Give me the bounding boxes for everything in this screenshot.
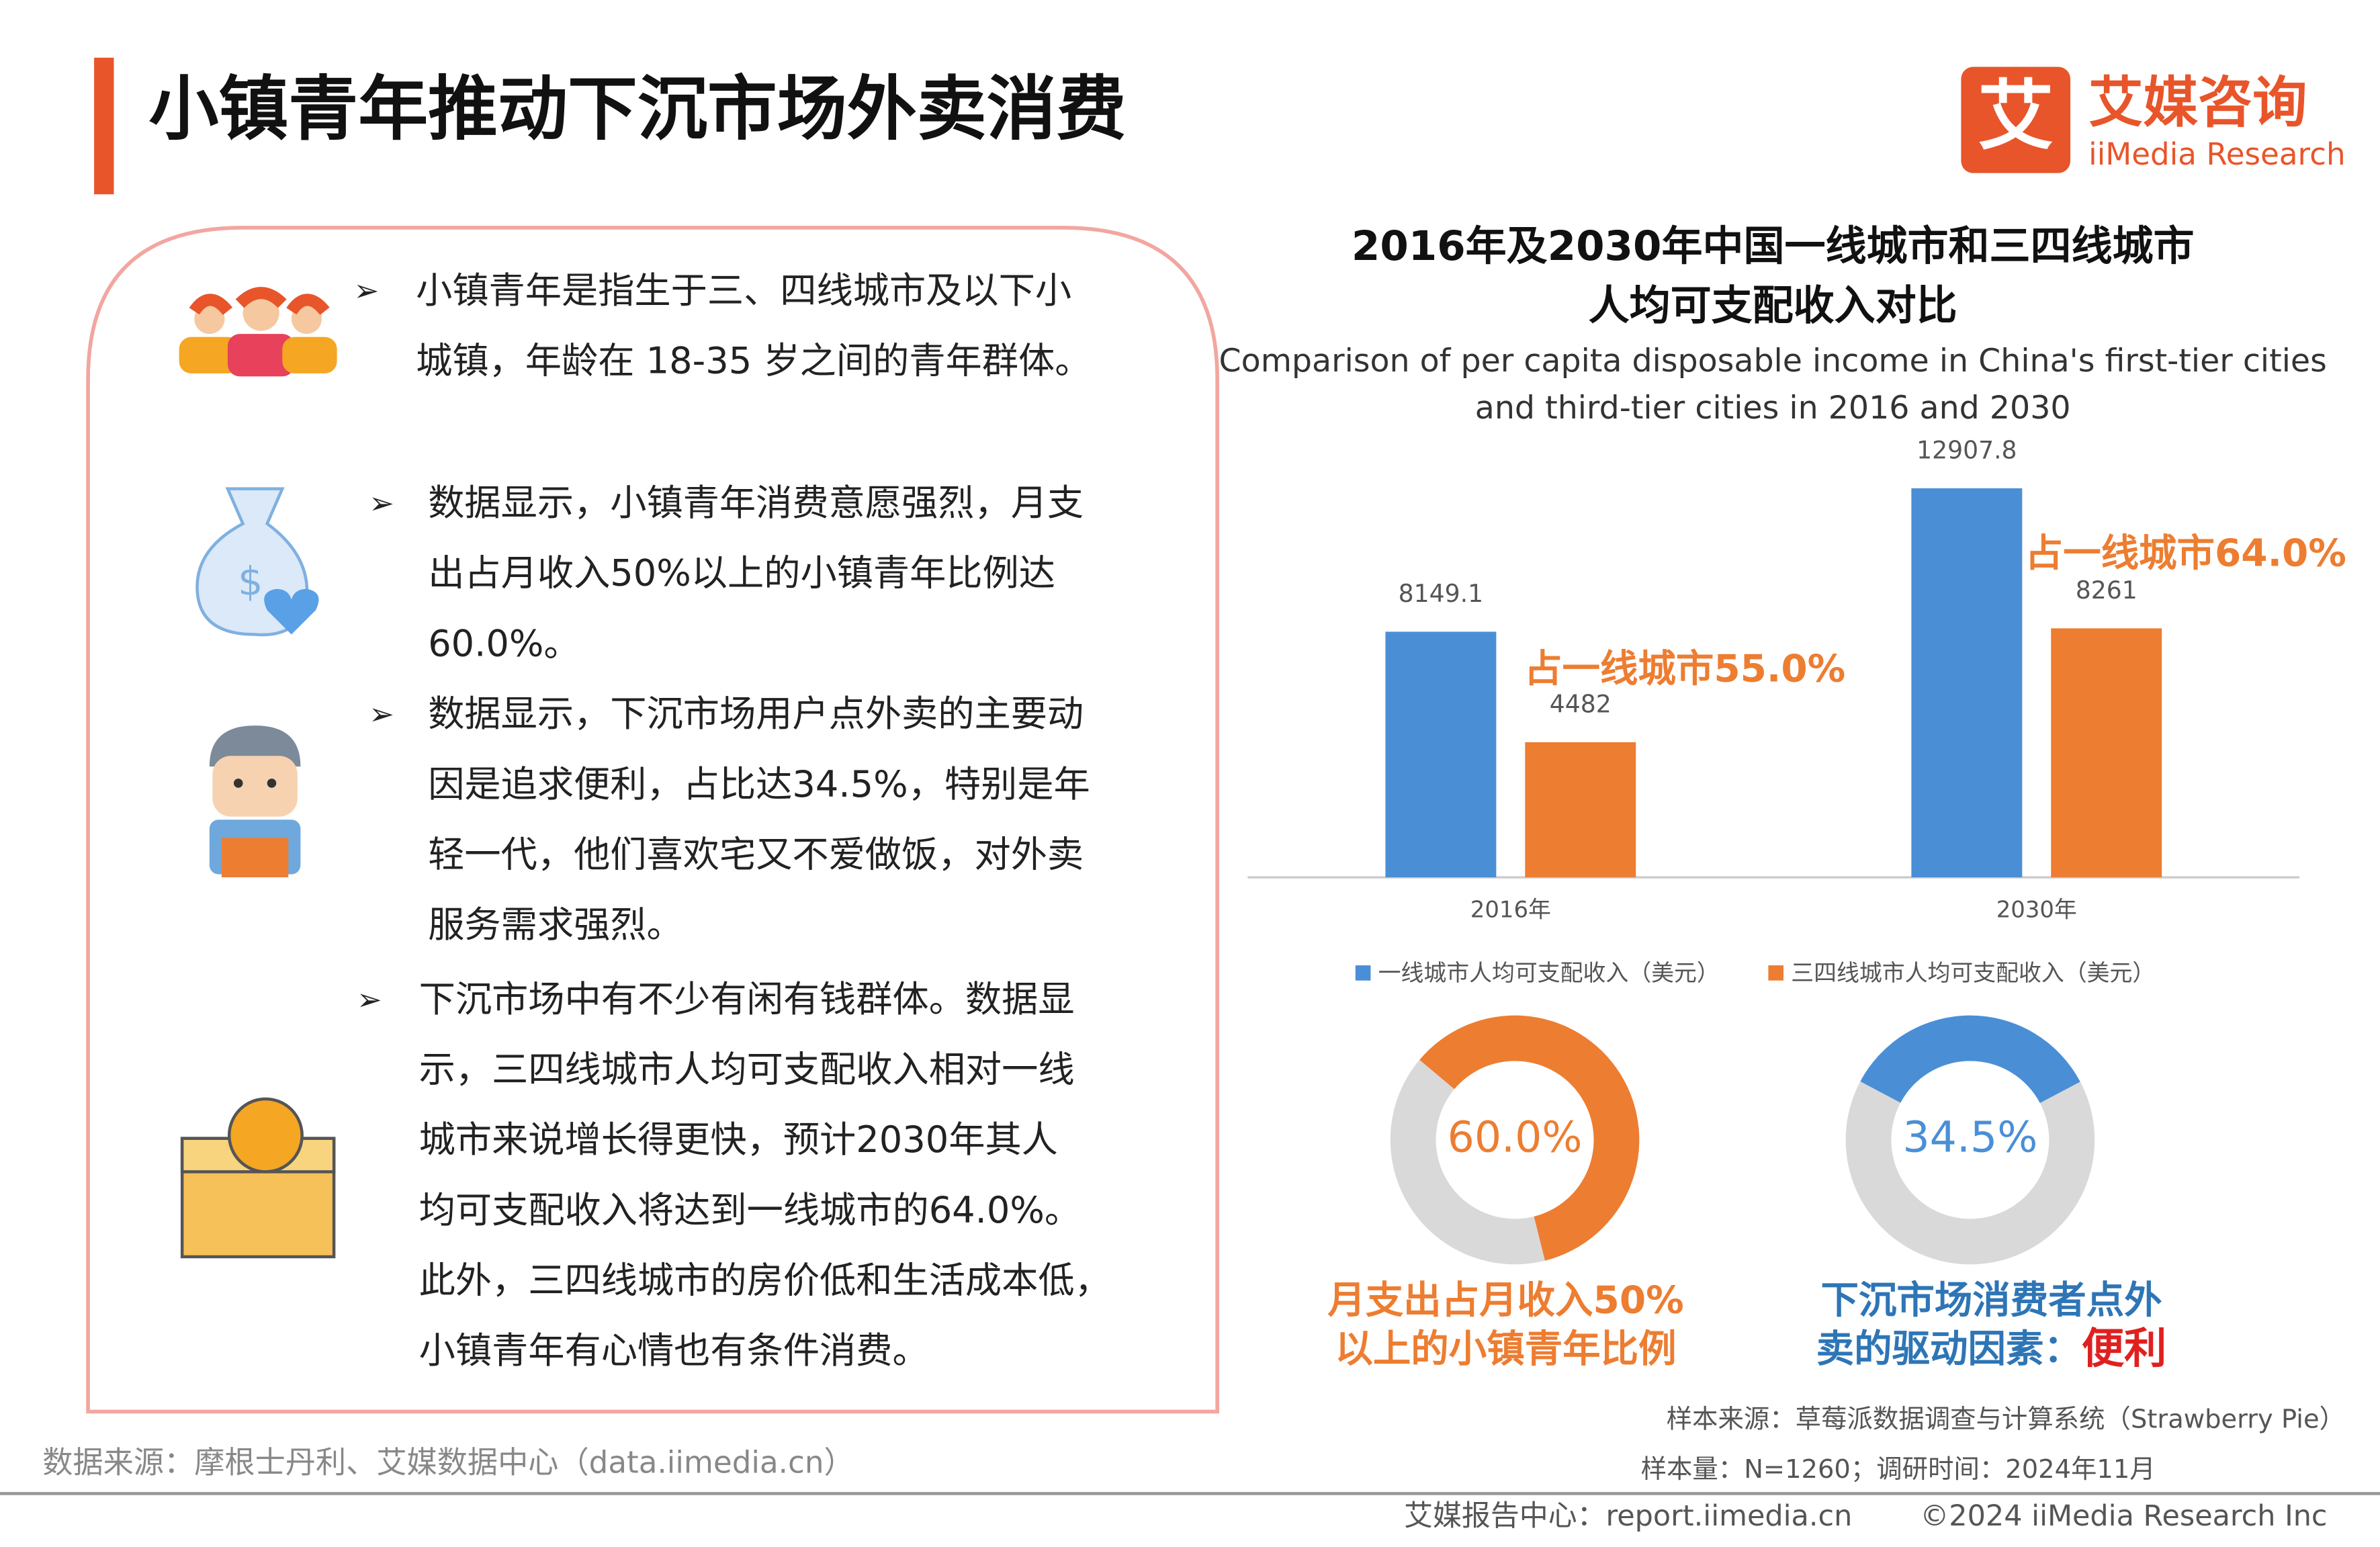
- logo-mark: 艾: [1978, 72, 2054, 161]
- svg-text:$: $: [238, 558, 263, 605]
- bullet-marker: ➢: [357, 981, 382, 1017]
- value-label: 8261: [2076, 576, 2137, 605]
- caption-text: 以上的小镇青年比例: [1335, 1327, 1676, 1371]
- donut-center-label: 60.0%: [1448, 1112, 1583, 1162]
- bullet-text: 均可支配收入将达到一线城市的64.0%。: [419, 1189, 1082, 1231]
- bar: [2051, 628, 2162, 878]
- title-accent: [94, 57, 114, 195]
- donut-segment: [1419, 1015, 1640, 1261]
- bullet-text: 数据显示，小镇青年消费意愿强烈，月支: [428, 482, 1084, 524]
- caption-highlight: 便利: [2082, 1323, 2167, 1373]
- logo-name: 艾媒咨询: [2088, 71, 2307, 135]
- value-label: 12907.8: [1916, 436, 2017, 465]
- bullet-marker: ➢: [369, 697, 394, 732]
- bullet-text: 因是追求便利，占比达34.5%，特别是年: [428, 763, 1090, 805]
- donut-caption: 下沉市场消费者点外: [1820, 1278, 2162, 1322]
- icon-people: [179, 287, 337, 377]
- footer-copyright: ©2024 iiMedia Research Inc: [1920, 1499, 2327, 1533]
- chart-subtitle: and third-tier cities in 2016 and 2030: [1475, 390, 2071, 427]
- footer-site: 艾媒报告中心：report.iimedia.cn: [1404, 1499, 1852, 1533]
- donut-center-label: 34.5%: [1902, 1112, 2037, 1162]
- bullet-text: 出占月收入50%以上的小镇青年比例达: [428, 552, 1055, 594]
- bullet-text: 轻一代，他们喜欢宅又不爱做饭，对外卖: [428, 833, 1084, 875]
- bullet-text: 服务需求强烈。: [428, 903, 683, 946]
- bullet-text: 60.0%。: [428, 622, 580, 664]
- bullet-marker: ➢: [353, 273, 379, 308]
- annotation: 占一线城市64.0%: [2025, 532, 2346, 576]
- chart-subtitle: Comparison of per capita disposable inco…: [1219, 343, 2327, 380]
- icon-coin-box: [180, 1097, 336, 1259]
- bullet-text: 城镇，年龄在 18-35 岁之间的青年群体。: [416, 339, 1091, 382]
- bullet-text: 小镇青年有心情也有条件消费。: [419, 1329, 929, 1372]
- sample-size: 样本量：N=1260；调研时间：2024年11月: [1641, 1454, 2156, 1485]
- donut-segment: [1390, 1059, 1545, 1265]
- donut-caption: 月支出占月收入50%: [1327, 1278, 1683, 1322]
- donut-segment: [1860, 1015, 2080, 1104]
- donut-caption: 卖的驱动因素：便利: [1816, 1323, 2167, 1373]
- caption-text: 下沉市场消费者点外: [1820, 1278, 2162, 1322]
- logo-box: [1961, 67, 2071, 173]
- bullet-marker: ➢: [369, 485, 394, 521]
- bullet-text: 城市来说增长得更快，预计2030年其人: [419, 1118, 1058, 1161]
- legend-swatch: [1768, 965, 1783, 981]
- bar: [1525, 742, 1636, 878]
- bullet-text: 小镇青年是指生于三、四线城市及以下小: [416, 269, 1071, 312]
- sample-source: 样本来源：草莓派数据调查与计算系统（Strawberry Pie）: [1667, 1404, 2345, 1434]
- page-title: 小镇青年推动下沉市场外卖消费: [148, 69, 1126, 150]
- bullet-text: 数据显示，下沉市场用户点外卖的主要动: [428, 693, 1084, 735]
- caption-text: 卖的驱动因素：: [1816, 1327, 2082, 1371]
- legend-label: 三四线城市人均可支配收入（美元）: [1791, 960, 2155, 986]
- bar: [1911, 488, 2023, 878]
- bullet-text: 下沉市场中有不少有闲有钱群体。数据显: [419, 978, 1075, 1020]
- x-tick-label: 2030年: [1996, 896, 2077, 922]
- chart-title: 2016年及2030年中国一线城市和三四线城市: [1352, 222, 2195, 270]
- legend-swatch: [1355, 965, 1371, 981]
- bullet-text: 示，三四线城市人均可支配收入相对一线: [419, 1049, 1075, 1091]
- value-label: 8149.1: [1399, 579, 1483, 608]
- annotation: 占一线城市55.0%: [1524, 647, 1845, 691]
- icon-money-bag: $: [195, 487, 319, 637]
- donut-segment: [1845, 1081, 2095, 1265]
- bullet-text: 此外，三四线城市的房价低和生活成本低，: [419, 1259, 1111, 1301]
- logo-en: iiMedia Research: [2088, 136, 2345, 172]
- caption-text: 月支出占月收入50%: [1327, 1278, 1683, 1322]
- x-tick-label: 2016年: [1470, 896, 1551, 922]
- source-note: 数据来源：摩根士丹利、艾媒数据中心（data.iimedia.cn）: [42, 1445, 854, 1480]
- text-panel: [86, 226, 1219, 1414]
- legend-label: 一线城市人均可支配收入（美元）: [1378, 960, 1720, 986]
- bar: [1385, 631, 1497, 878]
- value-label: 4482: [1550, 690, 1612, 719]
- icon-courier: [209, 725, 301, 878]
- donut-caption: 以上的小镇青年比例: [1335, 1327, 1676, 1371]
- chart-title: 人均可支配收入对比: [1589, 281, 1957, 329]
